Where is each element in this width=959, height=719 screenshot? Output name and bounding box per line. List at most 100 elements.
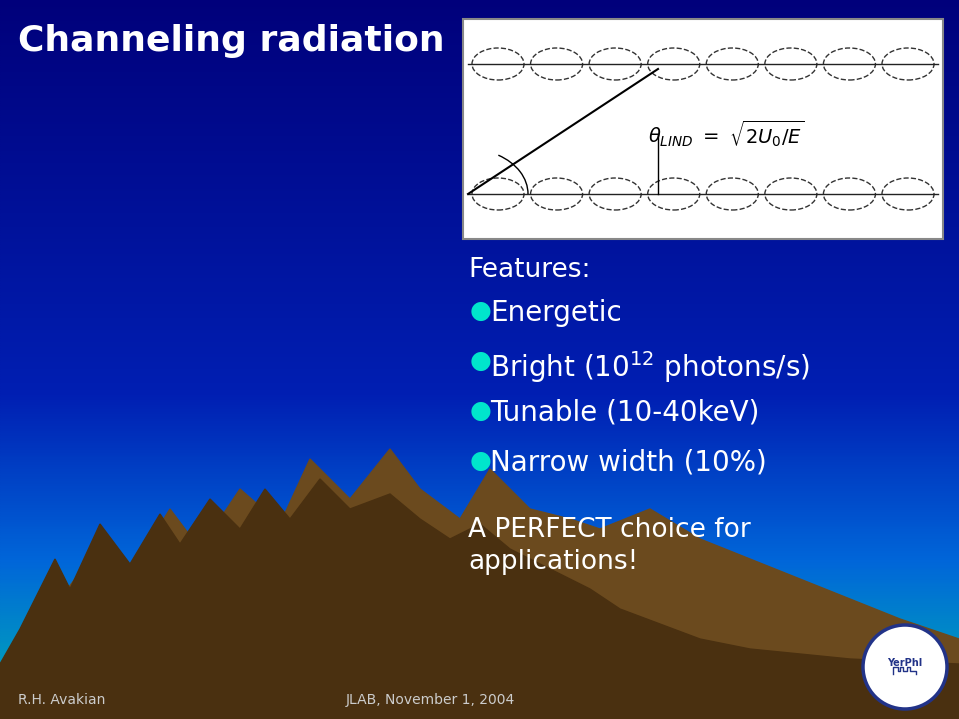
Bar — [0, 534, 959, 537]
Bar — [0, 367, 959, 369]
Bar — [0, 221, 959, 223]
Bar — [0, 158, 959, 160]
Bar — [0, 395, 959, 398]
Bar — [0, 470, 959, 472]
Bar — [0, 352, 959, 354]
Bar — [0, 712, 959, 714]
Bar — [0, 688, 959, 690]
Bar — [0, 0, 959, 2]
Bar — [0, 647, 959, 649]
Bar — [0, 99, 959, 101]
Bar — [0, 510, 959, 513]
Bar — [0, 55, 959, 58]
Bar — [0, 340, 959, 343]
Bar — [0, 484, 959, 487]
Bar — [0, 577, 959, 580]
Bar — [0, 681, 959, 683]
Bar — [0, 326, 959, 329]
Bar — [0, 582, 959, 585]
Bar — [0, 91, 959, 93]
Bar — [0, 652, 959, 654]
Bar — [0, 422, 959, 424]
Bar — [0, 357, 959, 360]
Bar — [0, 664, 959, 667]
Bar — [0, 685, 959, 688]
Bar — [0, 446, 959, 448]
Bar — [0, 676, 959, 678]
Bar — [0, 559, 959, 561]
Bar — [0, 613, 959, 616]
Bar — [0, 376, 959, 379]
Bar — [0, 592, 959, 595]
Bar — [0, 261, 959, 264]
Bar — [0, 74, 959, 77]
Bar — [0, 106, 959, 108]
Ellipse shape — [824, 178, 876, 210]
Bar — [0, 505, 959, 508]
Bar — [0, 24, 959, 27]
Bar — [0, 656, 959, 659]
Bar — [0, 144, 959, 146]
Bar — [0, 640, 959, 642]
Bar — [0, 475, 959, 477]
Bar — [0, 539, 959, 541]
Bar — [0, 390, 959, 393]
Bar — [0, 249, 959, 252]
Bar — [0, 415, 959, 417]
Bar — [0, 347, 959, 350]
Bar — [0, 705, 959, 707]
Bar — [0, 228, 959, 230]
Bar — [0, 537, 959, 539]
Ellipse shape — [472, 48, 524, 80]
Bar — [0, 628, 959, 631]
Bar — [0, 302, 959, 304]
Bar — [0, 664, 959, 719]
Bar — [0, 549, 959, 551]
Bar — [0, 216, 959, 218]
Bar — [0, 429, 959, 431]
Bar — [0, 717, 959, 719]
Bar — [0, 127, 959, 129]
Text: ●: ● — [470, 299, 492, 323]
Bar — [0, 29, 959, 31]
Text: $\theta_{LIND}\ =\ \sqrt{2U_0/E}$: $\theta_{LIND}\ =\ \sqrt{2U_0/E}$ — [648, 119, 805, 150]
Ellipse shape — [472, 178, 524, 210]
Ellipse shape — [765, 178, 817, 210]
Ellipse shape — [589, 48, 642, 80]
Bar — [0, 482, 959, 484]
Bar — [0, 412, 959, 415]
Bar — [0, 101, 959, 103]
Bar — [0, 252, 959, 254]
Bar — [0, 70, 959, 72]
Bar — [0, 14, 959, 17]
Bar — [0, 635, 959, 638]
Bar — [0, 472, 959, 475]
Bar — [0, 405, 959, 408]
Bar — [0, 5, 959, 7]
Bar — [0, 523, 959, 525]
Text: ●: ● — [470, 349, 492, 373]
Bar — [0, 156, 959, 158]
Bar — [0, 700, 959, 702]
Bar — [0, 194, 959, 196]
Bar — [0, 546, 959, 549]
Bar — [0, 424, 959, 426]
Bar — [0, 254, 959, 257]
Bar — [0, 31, 959, 34]
Bar — [0, 388, 959, 390]
Bar — [0, 336, 959, 338]
Bar — [0, 142, 959, 144]
Bar — [0, 498, 959, 501]
Bar — [0, 117, 959, 120]
Bar — [0, 338, 959, 340]
Bar — [0, 585, 959, 587]
Bar — [0, 590, 959, 592]
Bar — [0, 137, 959, 139]
Bar — [0, 575, 959, 577]
Bar — [0, 149, 959, 151]
Bar — [0, 180, 959, 182]
Bar — [0, 146, 959, 149]
Bar — [463, 19, 943, 239]
Bar — [0, 132, 959, 134]
Bar — [0, 259, 959, 261]
